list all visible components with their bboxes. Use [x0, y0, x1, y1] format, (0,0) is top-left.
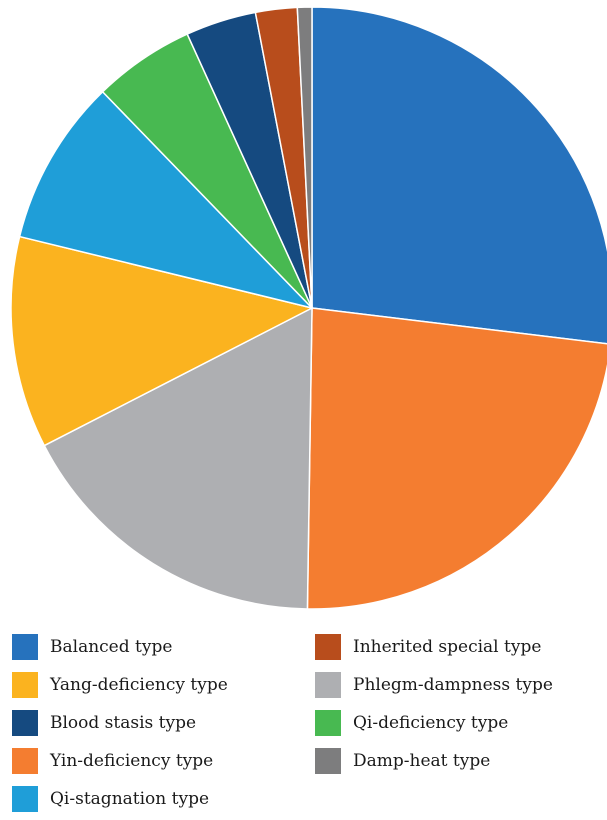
- legend-item-balanced-type: Balanced type: [12, 634, 315, 660]
- pie-slice-balanced-type: [311, 6, 607, 345]
- pie-chart: [10, 6, 607, 610]
- legend-swatch: [12, 786, 38, 812]
- legend-label: Yin-deficiency type: [50, 751, 214, 771]
- legend-swatch: [12, 710, 38, 736]
- legend-swatch: [12, 634, 38, 660]
- legend-swatch: [12, 672, 38, 698]
- legend-label: Damp-heat type: [353, 751, 491, 771]
- legend-label: Inherited special type: [353, 637, 542, 657]
- legend-label: Phlegm-dampness type: [353, 675, 553, 695]
- legend-item-qi-stagnation-type: Qi-stagnation type: [12, 786, 315, 812]
- legend-swatch: [12, 748, 38, 774]
- legend-item-yang-deficiency-type: Yang-deficiency type: [12, 672, 315, 698]
- legend-label: Yang-deficiency type: [50, 675, 228, 695]
- legend-item-damp-heat-type: Damp-heat type: [315, 748, 602, 774]
- pie-slice-phlegm-dampness-type: [43, 307, 313, 610]
- pie-slice-damp-heat-type: [296, 6, 313, 309]
- legend-label: Blood stasis type: [50, 713, 197, 733]
- pie-slice-yang-deficiency-type: [10, 235, 313, 447]
- legend-item-inherited-special-type: Inherited special type: [315, 634, 602, 660]
- legend-label: Qi-deficiency type: [353, 713, 509, 733]
- pie-slices: [10, 6, 607, 610]
- legend-swatch: [315, 748, 341, 774]
- legend-label: Balanced type: [50, 637, 173, 657]
- legend-item-blood-stasis-type: Blood stasis type: [12, 710, 315, 736]
- legend-label: Qi-stagnation type: [50, 789, 210, 809]
- legend-swatch: [315, 672, 341, 698]
- legend-item-qi-deficiency-type: Qi-deficiency type: [315, 710, 602, 736]
- legend-swatch: [315, 710, 341, 736]
- pie-slice-qi-stagnation-type: [18, 91, 313, 309]
- pie-slice-yin-deficiency-type: [306, 307, 607, 610]
- legend-item-phlegm-dampness-type: Phlegm-dampness type: [315, 672, 602, 698]
- chart-legend: Balanced type Inherited special type Yang-…: [12, 634, 602, 812]
- legend-item-yin-deficiency-type: Yin-deficiency type: [12, 748, 315, 774]
- legend-swatch: [315, 634, 341, 660]
